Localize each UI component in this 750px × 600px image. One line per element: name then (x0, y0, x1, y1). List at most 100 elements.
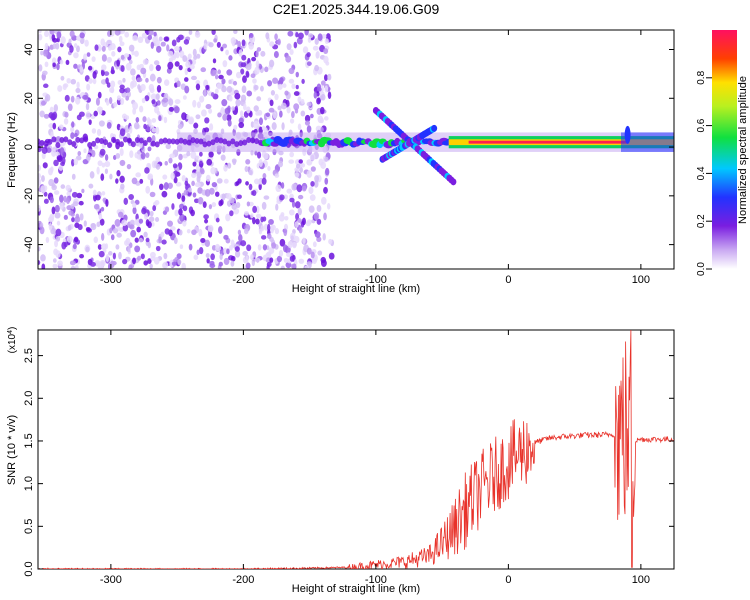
spectrogram-noise-dot (76, 45, 80, 53)
spectrogram-noise-dot (226, 69, 233, 76)
spectrogram-x-label: Height of straight line (km) (292, 283, 420, 295)
spectrogram-noise-dot (184, 85, 190, 94)
spectrogram-band-blob (218, 137, 224, 144)
spectrogram-noise-dot (193, 122, 199, 129)
spectrogram-noise-dot (100, 206, 105, 212)
spectrogram-noise-dot (293, 41, 298, 49)
spectrogram-noise-dot (300, 98, 305, 105)
spectrogram-noise-dot (83, 220, 87, 227)
spectrogram-noise-dot (269, 99, 274, 107)
spectrogram-noise-dot (111, 51, 116, 57)
spectrogram-noise-dot (211, 30, 216, 35)
spectrogram-noise-dot (307, 36, 312, 43)
spectrogram-noise-dot (267, 223, 271, 232)
spectrogram-noise-dot (193, 254, 199, 260)
spectrogram-noise-dot (252, 217, 256, 225)
spectrogram-noise-dot (200, 67, 207, 73)
spectrogram-noise-dot (176, 192, 182, 200)
spectrogram-noise-dot (156, 45, 162, 53)
spectrogram-noise-dot (221, 193, 226, 201)
snr-x-tick-label: 0 (505, 574, 511, 586)
spectrogram-noise-dot (135, 117, 140, 123)
spectrogram-noise-dot (229, 210, 234, 217)
spectrogram-noise-dot (186, 228, 191, 234)
spectrogram-noise-dot (38, 173, 41, 179)
spectrogram-band-blob (118, 141, 124, 148)
spectrogram-noise-dot (272, 112, 277, 119)
spectrogram-noise-dot (283, 194, 289, 200)
spectrogram-noise-dot (226, 114, 232, 122)
spectrogram-noise-dot (105, 254, 110, 262)
spectrogram-noise-dot (191, 59, 197, 65)
spectrogram-noise-dot (251, 56, 257, 62)
spectrogram-noise-dot (167, 50, 174, 57)
spectrogram-noise-dot (306, 101, 312, 107)
spectrogram-noise-dot (310, 251, 315, 259)
spectrogram-noise-dot (173, 106, 180, 114)
spectrogram-noise-dot (317, 33, 323, 41)
spectrogram-noise-dot (131, 177, 138, 185)
spectrogram-band-blob (95, 137, 101, 144)
spectrogram-band-blob (138, 137, 144, 144)
spectrogram-noise-dot (163, 36, 170, 42)
spectrogram-noise-dot (179, 213, 185, 222)
spectrogram-noise-dot (217, 69, 221, 75)
spectrogram-noise-dot (255, 218, 260, 225)
snr-x-tick-label: -200 (232, 574, 254, 586)
spectrogram-noise-dot (119, 148, 124, 157)
spectrogram-noise-dot (100, 173, 105, 181)
spectrogram-noise-dot (228, 95, 233, 102)
spectrogram-noise-dot (257, 244, 262, 251)
spectrogram-noise-dot (150, 93, 157, 101)
spectrogram-noise-dot (181, 195, 186, 202)
spectrogram-noise-dot (176, 80, 181, 88)
spectrogram-noise-dot (70, 95, 75, 103)
spectrogram-noise-dot (99, 148, 106, 156)
spectrogram-noise-dot (308, 186, 314, 195)
spectrogram-noise-dot (106, 99, 110, 106)
spectrogram-noise-dot (112, 228, 119, 234)
spectrogram-noise-dot (58, 165, 64, 171)
spectrogram-noise-dot (294, 108, 299, 114)
spectrogram-noise-dot (54, 240, 59, 248)
spectrogram-noise-dot (196, 249, 200, 256)
spectrogram-noise-dot (70, 78, 77, 85)
spectrogram-noise-dot (277, 160, 284, 168)
spectrogram-noise-dot (171, 54, 177, 61)
spectrogram-noise-dot (135, 172, 142, 178)
spectrogram-noise-dot (287, 241, 293, 249)
spectrogram-noise-dot (163, 92, 169, 100)
snr-x-tick-label: -300 (100, 574, 122, 586)
spectrogram-noise-dot (258, 159, 263, 168)
spectrogram-noise-dot (143, 212, 149, 220)
spectrogram-noise-dot (255, 205, 260, 214)
spectrogram-noise-dot (190, 151, 197, 159)
snr-scale-note: (x104) (7, 327, 19, 354)
spectrogram-noise-dot (221, 99, 228, 107)
spectrogram-noise-dot (163, 116, 168, 124)
snr-x-tick-label: 100 (632, 574, 650, 586)
spectrogram-noise-dot (165, 143, 172, 150)
spectrogram-noise-dot (39, 226, 45, 235)
spectrogram-noise-dot (274, 93, 279, 101)
spectrogram-noise-dot (138, 237, 144, 243)
spectrogram-noise-dot (169, 226, 176, 231)
snr-marks (38, 330, 674, 569)
spectrogram-noise-dot (179, 244, 184, 249)
spectrogram-noise-dot (51, 182, 56, 188)
spectrogram-noise-dot (271, 122, 277, 130)
spectrogram-noise-dot (158, 236, 162, 244)
spectrogram-noise-dot (294, 172, 300, 178)
spectrogram-noise-dot (52, 258, 57, 263)
spectrogram-noise-dot (261, 201, 267, 210)
spectrogram-noise-dot (224, 107, 231, 115)
spectrogram-noise-dot (314, 231, 321, 238)
spectrogram-noise-dot (167, 182, 173, 189)
spectrogram-noise-dot (235, 180, 240, 186)
spectrogram-noise-dot (41, 146, 48, 154)
spectrogram-noise-dot (175, 51, 180, 59)
spectrogram-noise-dot (101, 54, 107, 62)
spectrogram-noise-dot (306, 247, 312, 255)
spectrogram-noise-dot (92, 78, 97, 85)
spectrogram-noise-dot (70, 132, 75, 139)
